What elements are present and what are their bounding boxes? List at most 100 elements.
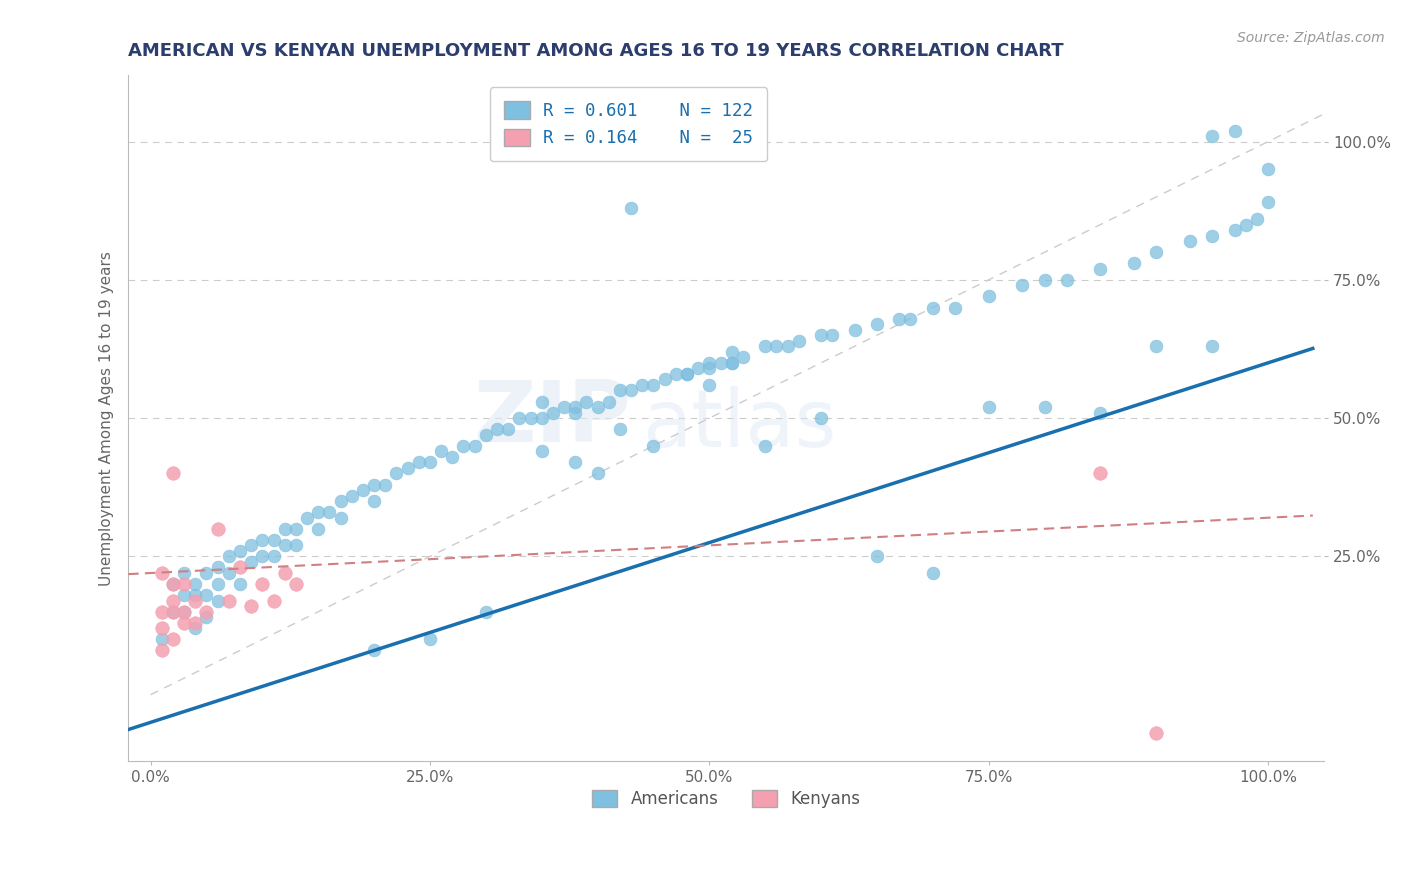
Point [218, 566, 240, 580]
Point [162, 593, 184, 607]
Point [1201, 339, 1223, 353]
Point [1201, 129, 1223, 144]
Point [162, 605, 184, 619]
Point [396, 461, 419, 475]
Point [620, 384, 643, 398]
Point [1223, 223, 1246, 237]
Point [173, 566, 195, 580]
Text: ZIP: ZIP [472, 376, 630, 459]
Point [162, 605, 184, 619]
Point [173, 615, 195, 630]
Point [921, 301, 943, 315]
Point [374, 477, 396, 491]
Point [699, 356, 721, 370]
Point [273, 538, 295, 552]
Point [464, 439, 486, 453]
Point [162, 577, 184, 591]
Point [240, 599, 263, 614]
Point [207, 577, 229, 591]
Point [307, 522, 329, 536]
Point [1011, 278, 1033, 293]
Point [184, 588, 207, 602]
Point [318, 505, 340, 519]
Point [1090, 406, 1112, 420]
Point [564, 406, 586, 420]
Point [564, 400, 586, 414]
Y-axis label: Unemployment Among Ages 16 to 19 years: Unemployment Among Ages 16 to 19 years [100, 251, 114, 585]
Point [441, 450, 464, 464]
Point [162, 632, 184, 647]
Point [866, 549, 889, 564]
Point [284, 538, 307, 552]
Point [676, 367, 699, 381]
Point [207, 522, 229, 536]
Point [240, 555, 263, 569]
Point [453, 439, 475, 453]
Point [709, 356, 731, 370]
Point [195, 605, 218, 619]
Point [754, 339, 776, 353]
Point [699, 361, 721, 376]
Point [508, 411, 530, 425]
Legend: Americans, Kenyans: Americans, Kenyans [585, 783, 866, 814]
Point [307, 505, 329, 519]
Point [329, 510, 352, 524]
Point [284, 522, 307, 536]
Point [385, 467, 408, 481]
Point [430, 444, 453, 458]
Point [150, 632, 173, 647]
Text: atlas: atlas [643, 386, 837, 464]
Point [173, 605, 195, 619]
Point [195, 566, 218, 580]
Point [889, 311, 911, 326]
Point [900, 311, 922, 326]
Point [184, 615, 207, 630]
Point [340, 489, 363, 503]
Point [273, 566, 295, 580]
Point [810, 328, 832, 343]
Point [1257, 195, 1279, 210]
Point [150, 643, 173, 657]
Point [866, 317, 889, 331]
Text: AMERICAN VS KENYAN UNEMPLOYMENT AMONG AGES 16 TO 19 YEARS CORRELATION CHART: AMERICAN VS KENYAN UNEMPLOYMENT AMONG AG… [128, 42, 1064, 60]
Point [609, 384, 631, 398]
Point [643, 439, 665, 453]
Point [263, 549, 285, 564]
Point [295, 510, 318, 524]
Point [207, 560, 229, 574]
Point [519, 411, 541, 425]
Point [564, 455, 586, 469]
Point [541, 406, 564, 420]
Point [419, 455, 441, 469]
Point [263, 533, 285, 547]
Point [1144, 245, 1167, 260]
Point [173, 605, 195, 619]
Point [787, 334, 810, 348]
Point [765, 339, 787, 353]
Point [1234, 218, 1257, 232]
Point [530, 394, 553, 409]
Point [530, 444, 553, 458]
Point [284, 577, 307, 591]
Point [162, 577, 184, 591]
Point [943, 301, 966, 315]
Point [1178, 234, 1201, 248]
Point [150, 566, 173, 580]
Point [1056, 273, 1078, 287]
Point [496, 422, 519, 436]
Point [329, 494, 352, 508]
Point [252, 577, 274, 591]
Point [162, 467, 184, 481]
Point [586, 467, 609, 481]
Point [229, 544, 252, 558]
Point [1123, 256, 1146, 270]
Point [363, 643, 385, 657]
Point [273, 522, 295, 536]
Point [631, 378, 654, 392]
Point [229, 577, 252, 591]
Point [977, 289, 1000, 303]
Point [1090, 261, 1112, 276]
Point [419, 632, 441, 647]
Point [609, 422, 631, 436]
Point [821, 328, 844, 343]
